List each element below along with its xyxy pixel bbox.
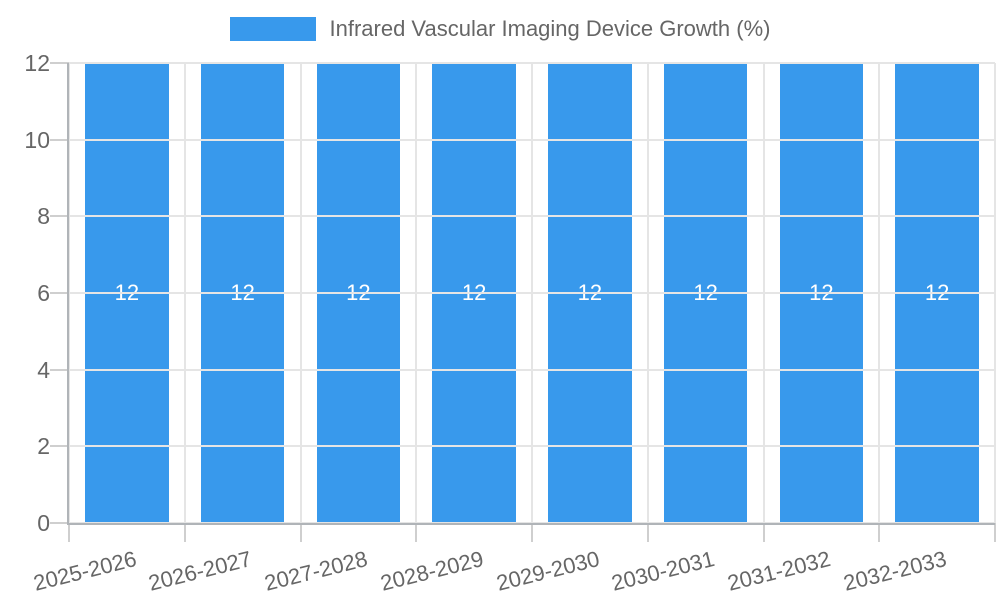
x-tick-mark [183, 523, 186, 542]
x-axis-line [67, 523, 995, 525]
x-axis-tick-label: 2026-2027 [146, 546, 255, 596]
x-tick-mark [994, 523, 996, 542]
x-tick-mark [531, 523, 533, 542]
gridline-vertical [878, 63, 881, 523]
x-axis-tick-label: 2028-2029 [377, 546, 486, 596]
x-tick-mark [878, 523, 881, 542]
gridline-vertical [68, 63, 70, 523]
y-tick-mark [50, 368, 69, 371]
y-tick-mark [50, 62, 69, 64]
y-tick-mark [50, 292, 69, 294]
y-axis-tick-label: 6 [37, 280, 50, 306]
y-tick-mark [50, 445, 69, 448]
gridline-vertical [531, 63, 533, 523]
gridline-vertical [762, 63, 765, 523]
gridline-vertical [994, 63, 996, 523]
legend-swatch-icon [229, 17, 316, 42]
x-tick-mark [646, 523, 649, 542]
x-tick-mark [415, 523, 418, 542]
x-tick-mark [68, 523, 70, 542]
y-axis-tick-label: 2 [37, 433, 50, 460]
x-axis-tick-label: 2029-2030 [493, 546, 602, 596]
y-axis-tick-label: 10 [24, 126, 50, 153]
y-tick-mark [50, 138, 69, 141]
x-tick-mark [299, 523, 302, 542]
y-tick-mark [50, 522, 69, 524]
y-axis-tick-label: 12 [24, 50, 50, 76]
y-axis-tick-label: 0 [37, 510, 50, 536]
gridline-vertical [646, 63, 649, 523]
gridline-vertical [299, 63, 302, 523]
x-axis-tick-label: 2031-2032 [725, 546, 834, 596]
x-axis-tick-label: 2032-2033 [840, 546, 949, 596]
chart-legend: Infrared Vascular Imaging Device Growth … [0, 16, 1000, 42]
x-tick-mark [762, 523, 765, 542]
y-axis-tick-label: 4 [37, 356, 50, 383]
y-axis-tick-label: 8 [37, 203, 50, 230]
gridline-vertical [415, 63, 418, 523]
gridline-vertical [183, 63, 186, 523]
legend-label: Infrared Vascular Imaging Device Growth … [329, 16, 771, 41]
y-axis-line [67, 63, 69, 525]
y-tick-mark [50, 215, 69, 218]
x-axis-tick-label: 2030-2031 [609, 546, 718, 596]
x-axis-tick-label: 2025-2026 [30, 546, 139, 596]
legend-item[interactable]: Infrared Vascular Imaging Device Growth … [229, 16, 771, 42]
x-axis-tick-label: 2027-2028 [262, 546, 371, 596]
